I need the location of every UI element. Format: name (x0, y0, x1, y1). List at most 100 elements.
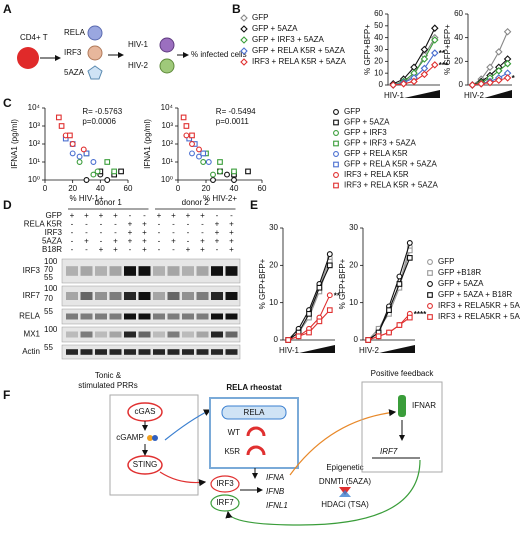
y-tick-label: 10¹ (28, 157, 40, 166)
legend-marker (427, 281, 433, 287)
mw-label: 100 (44, 257, 58, 266)
band (182, 331, 194, 338)
band (225, 349, 238, 355)
hiv1-icon (159, 37, 175, 53)
sign: + (142, 228, 147, 237)
node-label: IRF7 (216, 498, 234, 507)
point (180, 114, 187, 121)
point (224, 171, 230, 178)
y-tick-label: 10³ (28, 121, 40, 130)
point (205, 159, 212, 165)
band (196, 349, 209, 355)
band (196, 313, 209, 320)
band (211, 349, 223, 355)
legend-marker (427, 314, 433, 320)
panel-a: CD4+ T RELA IRF3 5AZA HIV-1 HIV-2 % infe… (17, 25, 247, 80)
arrow (159, 471, 207, 487)
sign: + (200, 245, 205, 254)
mw-label: 55 (44, 307, 53, 316)
point (495, 76, 503, 85)
point (76, 153, 83, 160)
legend-label: GFP + RELA K5R + 5AZA (252, 46, 345, 55)
band (80, 313, 93, 320)
sign: + (171, 211, 176, 220)
blot (61, 344, 241, 360)
band (66, 331, 78, 338)
point (503, 74, 512, 82)
series-line (367, 242, 411, 341)
gene: IFNA (266, 473, 284, 482)
panel-label: E (250, 198, 258, 212)
point (210, 171, 216, 178)
sign: + (113, 211, 118, 220)
panel-label: B (232, 2, 241, 16)
point (503, 59, 512, 68)
legend-label: IRF3 + RELA K5R + 5AZA (344, 181, 438, 190)
sign: - (85, 228, 88, 237)
point (396, 281, 403, 287)
point (189, 141, 195, 147)
band (95, 266, 107, 276)
point (76, 159, 83, 165)
legend-label: GFP + RELA K5R + 5AZA (344, 160, 437, 169)
protein-label: Actin (22, 347, 40, 356)
point (431, 49, 439, 57)
dot (147, 435, 153, 441)
sign: - (158, 220, 161, 229)
y-tick-label: 0 (354, 335, 359, 344)
band (182, 349, 194, 355)
legend-label: GFP + 5AZA (438, 279, 484, 288)
x-tick-label: 60 (124, 184, 133, 193)
sign: - (114, 220, 117, 229)
sign: - (85, 245, 88, 254)
sign: + (229, 220, 234, 229)
node-label: STING (133, 460, 157, 469)
sign: + (113, 237, 118, 246)
sign: + (186, 211, 191, 220)
point (245, 168, 251, 175)
condition-label: IRF3 (45, 228, 63, 237)
sign: - (187, 228, 190, 237)
point (420, 70, 429, 79)
band (211, 331, 223, 338)
x-tick-label: 20 (68, 184, 77, 193)
y-tick-label: 20 (269, 260, 278, 269)
icon (339, 490, 351, 497)
label: Epigenetic (326, 463, 363, 472)
legend-marker (240, 58, 248, 66)
band (167, 313, 180, 320)
band (80, 349, 93, 355)
mw-label: 70 (44, 265, 53, 274)
point (365, 337, 372, 343)
x-axis-label: HIV-1 (279, 346, 300, 355)
prr-title: stimulated PRRs (78, 381, 138, 390)
legend-marker (427, 303, 433, 309)
dose-triangle (299, 345, 335, 353)
arrow (225, 459, 421, 526)
band (167, 266, 180, 276)
feedback-box (361, 381, 443, 473)
point (58, 123, 65, 129)
sign: - (71, 220, 74, 229)
legend-marker (427, 259, 433, 265)
sign: + (186, 245, 191, 254)
band (95, 292, 107, 300)
sign: - (216, 245, 219, 254)
band (124, 292, 136, 300)
band (124, 349, 136, 355)
y-tick-label: 10⁴ (28, 103, 41, 112)
sign: - (187, 237, 190, 246)
blot (61, 326, 241, 343)
annotation: R= -0.5763 (82, 107, 122, 116)
point (316, 284, 323, 291)
band (124, 266, 136, 276)
rela-pill (221, 405, 287, 420)
sign: - (71, 245, 74, 254)
point (183, 123, 190, 129)
point (231, 168, 237, 175)
point (104, 177, 111, 183)
sign: + (229, 245, 234, 254)
sign: + (229, 228, 234, 237)
point (326, 251, 333, 258)
annotation: p=0.0011 (216, 117, 250, 126)
